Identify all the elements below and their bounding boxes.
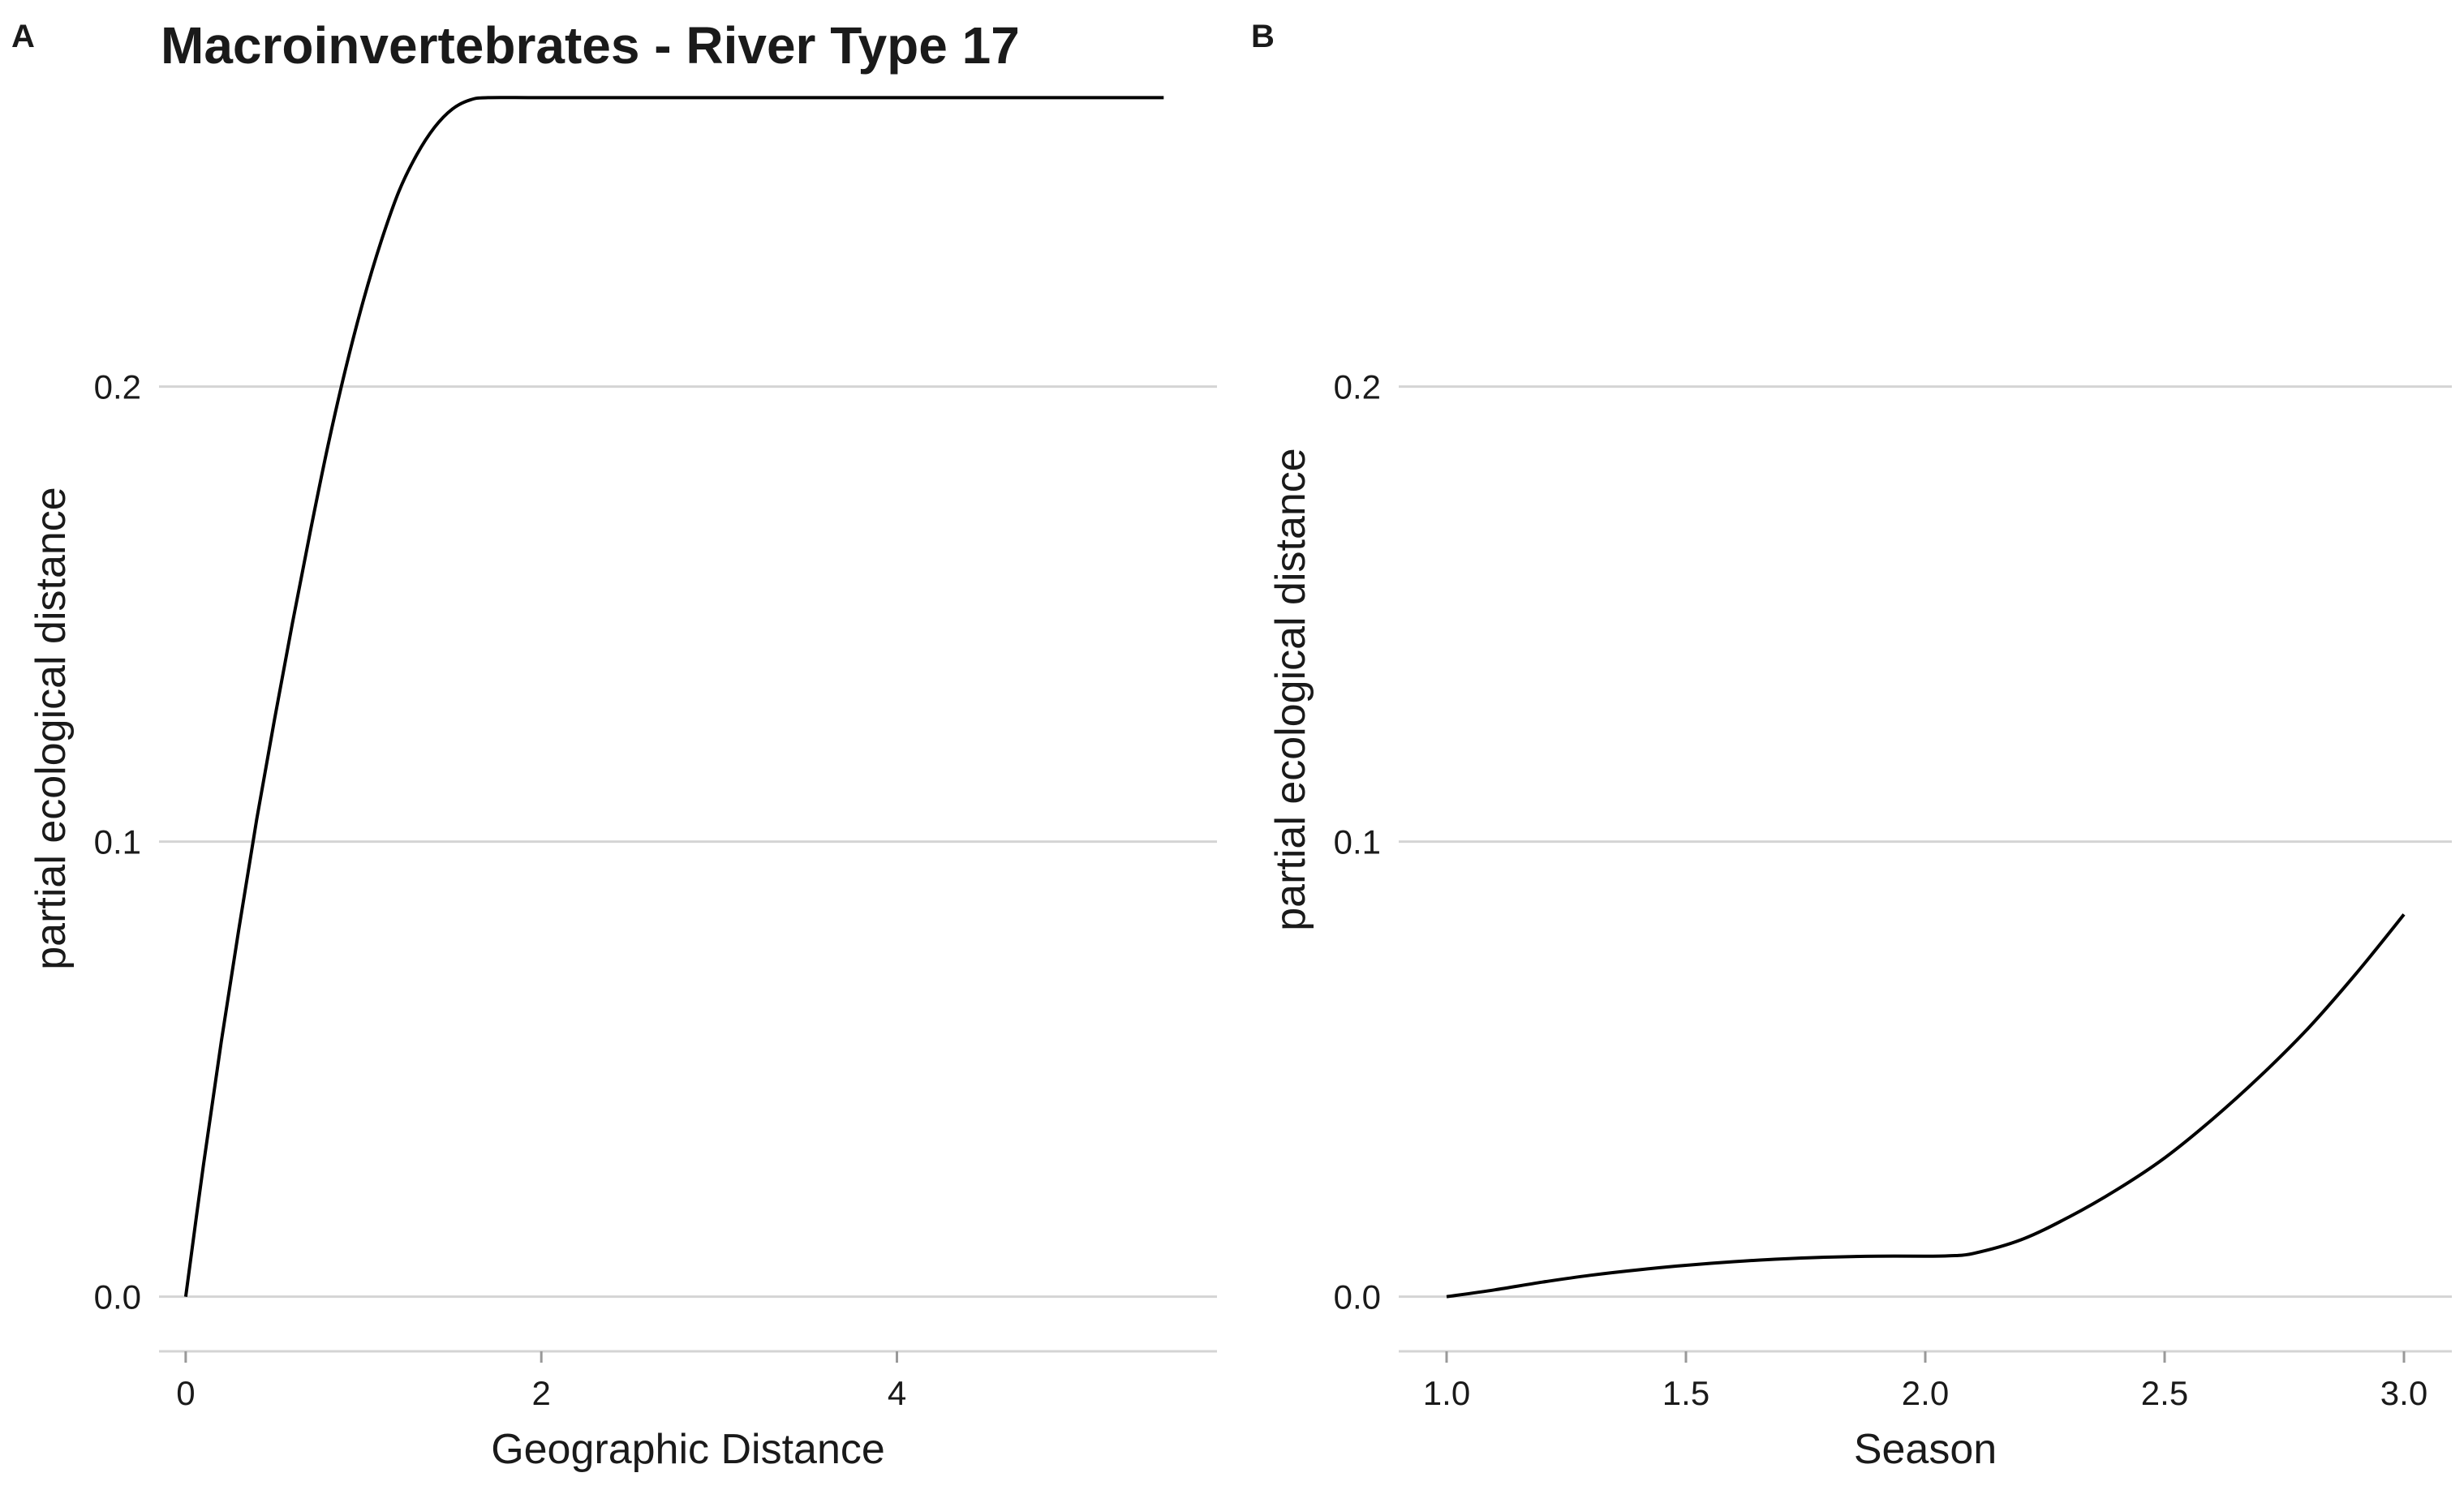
panel-a-letter: A <box>11 19 35 54</box>
panel-b-y-ticks: 0.0 0.1 0.2 <box>1334 368 1381 1316</box>
panel-a-series-line <box>183 96 1164 1297</box>
panel-b-x-tick-label: 2.5 <box>2141 1374 2188 1412</box>
panel-b-letter: B <box>1251 19 1275 54</box>
panel-b-y-axis-label: partial ecological distance <box>1267 448 1314 930</box>
panel-a-grid <box>159 385 1217 1299</box>
panel-b-y-tick-label: 0.0 <box>1334 1278 1381 1316</box>
panel-a: A Macroinvertebrates - River Type 17 0.0… <box>11 16 1217 1473</box>
panel-b-x-tick-label: 1.5 <box>1662 1374 1709 1412</box>
panel-b-grid <box>1399 385 2452 1299</box>
panel-b-x-axis-label: Season <box>1854 1426 1997 1473</box>
panel-a-y-tick-label: 0.2 <box>94 368 141 406</box>
panel-b-series-line <box>1446 913 2406 1299</box>
panel-b-x-tick-label: 3.0 <box>2380 1374 2427 1412</box>
panel-a-x-ticks: 0 2 4 <box>176 1351 906 1412</box>
panel-b-x-tick-label: 1.0 <box>1423 1374 1470 1412</box>
panel-a-y-axis-label: partial ecological distance <box>28 487 75 969</box>
panel-b-y-tick-label: 0.2 <box>1334 368 1381 406</box>
panel-b-x-tick-label: 2.0 <box>1902 1374 1949 1412</box>
panel-b-x-ticks: 1.0 1.5 2.0 2.5 3.0 <box>1423 1351 2427 1412</box>
panel-a-y-tick-label: 0.0 <box>94 1278 141 1316</box>
panel-a-x-tick-label: 4 <box>888 1374 906 1412</box>
panel-a-x-tick-label: 0 <box>176 1374 195 1412</box>
panel-b: B 0.0 0.1 0.2 1.0 1.5 2.0 2.5 3.0 Season parti… <box>1251 19 2452 1473</box>
panel-a-y-tick-label: 0.1 <box>94 823 141 861</box>
chart-title: Macroinvertebrates - River Type 17 <box>161 16 1020 75</box>
panel-b-y-tick-label: 0.1 <box>1334 823 1381 861</box>
panel-a-y-ticks: 0.0 0.1 0.2 <box>94 368 141 1316</box>
panel-a-x-tick-label: 2 <box>532 1374 551 1412</box>
panel-a-x-axis-label: Geographic Distance <box>491 1426 885 1473</box>
